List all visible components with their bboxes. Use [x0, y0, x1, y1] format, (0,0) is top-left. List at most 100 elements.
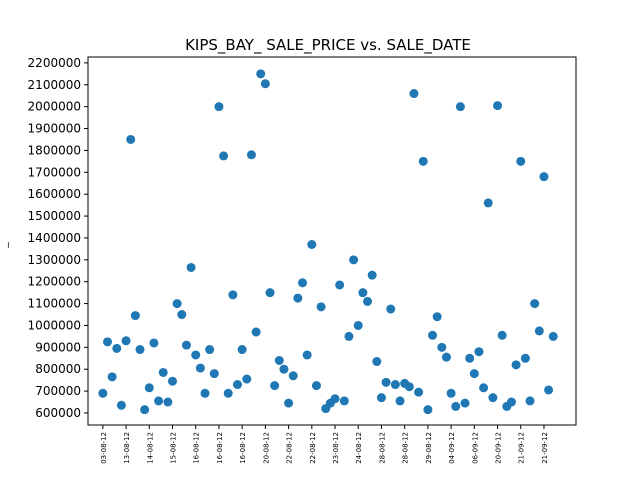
point	[293, 293, 303, 303]
point	[205, 345, 215, 355]
point	[144, 383, 154, 393]
y-tick-label: 1700000	[28, 165, 81, 179]
point	[339, 396, 349, 406]
y-tick-label: 700000	[35, 384, 81, 398]
x-tick-label: 21-09-12	[518, 432, 526, 464]
y-tick-label: 1400000	[28, 231, 81, 245]
point	[418, 156, 428, 166]
x-tick-label: 28-08-12	[402, 432, 410, 464]
x-tick-label: 21-09-12	[541, 432, 549, 464]
point	[107, 372, 117, 382]
y-axis-label: _	[0, 242, 9, 249]
point	[149, 338, 159, 348]
point	[428, 330, 438, 340]
point	[344, 331, 354, 341]
point	[288, 371, 298, 381]
point	[219, 151, 229, 161]
point	[335, 280, 345, 290]
point	[274, 355, 284, 365]
point	[330, 394, 340, 404]
point	[284, 398, 294, 408]
point	[181, 340, 191, 350]
point	[130, 311, 140, 321]
point	[163, 397, 173, 407]
point	[483, 198, 493, 208]
x-tick-label: 23-08-12	[332, 432, 340, 464]
point	[395, 396, 405, 406]
point	[474, 347, 484, 357]
point	[177, 310, 187, 320]
point	[214, 102, 224, 112]
point	[98, 388, 108, 398]
point	[270, 381, 280, 391]
point	[228, 290, 238, 300]
y-tick-label: 1900000	[28, 122, 81, 136]
point	[534, 326, 544, 336]
point	[256, 69, 266, 79]
point	[265, 288, 275, 298]
x-tick-label: 16-08-12	[239, 432, 247, 464]
point	[121, 336, 131, 346]
x-tick-label: 24-08-12	[355, 432, 363, 464]
point	[493, 101, 503, 111]
point	[506, 397, 516, 407]
point	[116, 400, 126, 410]
chart-title: KIPS_BAY_ SALE_PRICE vs. SALE_DATE	[185, 36, 471, 55]
y-tick-label: 1500000	[28, 209, 81, 223]
point	[423, 405, 433, 415]
x-tick-label: 13-08-12	[123, 432, 131, 464]
plot-area	[87, 56, 577, 426]
point	[460, 398, 470, 408]
point	[168, 376, 178, 386]
point	[381, 377, 391, 387]
point	[349, 255, 359, 265]
point	[237, 345, 247, 355]
point	[298, 278, 308, 288]
point	[126, 134, 136, 144]
x-tick-label: 15-08-12	[170, 432, 178, 464]
point	[302, 350, 312, 360]
point	[223, 388, 233, 398]
point	[353, 320, 363, 330]
y-tick-label: 2200000	[28, 56, 81, 70]
point	[367, 270, 377, 280]
point	[135, 345, 145, 355]
point	[511, 360, 521, 370]
point	[209, 369, 219, 379]
x-tick-label: 16-08-12	[193, 432, 201, 464]
x-tick-label: 03-08-12	[100, 432, 108, 464]
y-tick-label: 800000	[35, 362, 81, 376]
point	[363, 296, 373, 306]
point	[191, 350, 201, 360]
point	[140, 405, 150, 415]
point	[516, 156, 526, 166]
y-tick-label: 1600000	[28, 187, 81, 201]
point	[488, 393, 498, 403]
point	[103, 337, 113, 347]
x-tick-label: 20-08-12	[262, 432, 270, 464]
point	[446, 388, 456, 398]
point	[195, 363, 205, 373]
x-tick-label: 16-08-12	[216, 432, 224, 464]
point	[279, 364, 289, 374]
point	[520, 353, 530, 363]
y-tick-label: 1000000	[28, 318, 81, 332]
point	[386, 304, 396, 314]
x-tick-label: 28-08-12	[378, 432, 386, 464]
point	[548, 331, 558, 341]
point	[437, 342, 447, 352]
point	[544, 385, 554, 395]
y-tick-label: 600000	[35, 406, 81, 420]
point	[246, 150, 256, 160]
y-tick-label: 1100000	[28, 297, 81, 311]
point	[455, 102, 465, 112]
point	[469, 369, 479, 379]
point	[414, 387, 424, 397]
point	[451, 401, 461, 411]
point	[372, 357, 382, 367]
point	[233, 380, 243, 390]
point	[404, 382, 414, 392]
point	[539, 172, 549, 182]
y-tick-label: 1200000	[28, 275, 81, 289]
